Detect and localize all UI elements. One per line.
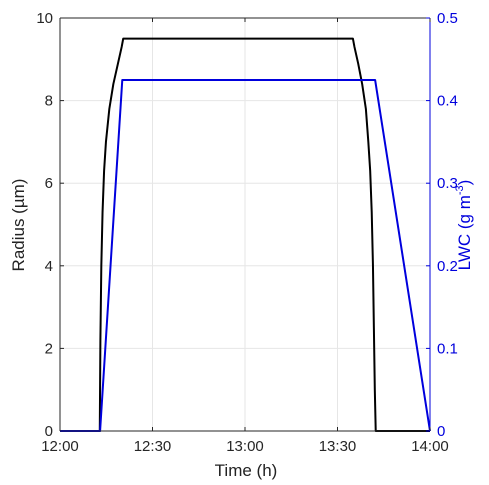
x-tick-label-4: 14:00 [411, 438, 449, 455]
y-axis-left-label: Radius (µm) [9, 179, 28, 272]
y-left-tick-label-5: 10 [36, 10, 53, 27]
x-axis-label: Time (h) [215, 461, 278, 480]
y-left-tick-label-0: 0 [45, 423, 53, 440]
x-tick-label-3: 13:30 [319, 438, 357, 455]
x-tick-label-0: 12:00 [41, 438, 79, 455]
y-left-tick-label-1: 2 [45, 340, 53, 357]
ticks: 12:00 12:30 13:00 13:30 14:00024681000.10.20… [36, 10, 458, 455]
y-left-tick-label-4: 8 [45, 93, 53, 110]
y-left-tick-label-2: 4 [45, 258, 53, 275]
y-right-tick-label-1: 0.1 [437, 340, 458, 357]
y-axis-right-label-base: LWC (g m [455, 195, 474, 270]
y-right-tick-label-5: 0.5 [437, 10, 458, 27]
x-tick-label-2: 13:00 [226, 438, 264, 455]
y-axis-right-label-superscript: -3 [454, 185, 466, 195]
y-right-tick-label-4: 0.4 [437, 93, 458, 110]
y-right-tick-label-0: 0 [437, 423, 445, 440]
y-left-tick-label-3: 6 [45, 175, 53, 192]
x-tick-label-1: 12:30 [134, 438, 172, 455]
y-right-tick-label-2: 0.2 [437, 258, 458, 275]
y-axis-right-label-end: ) [455, 180, 474, 186]
series-line-radius [60, 37, 430, 432]
y-axis-right-label: LWC (g m-3) [454, 180, 474, 271]
y-right-tick-label-3: 0.3 [437, 175, 458, 192]
